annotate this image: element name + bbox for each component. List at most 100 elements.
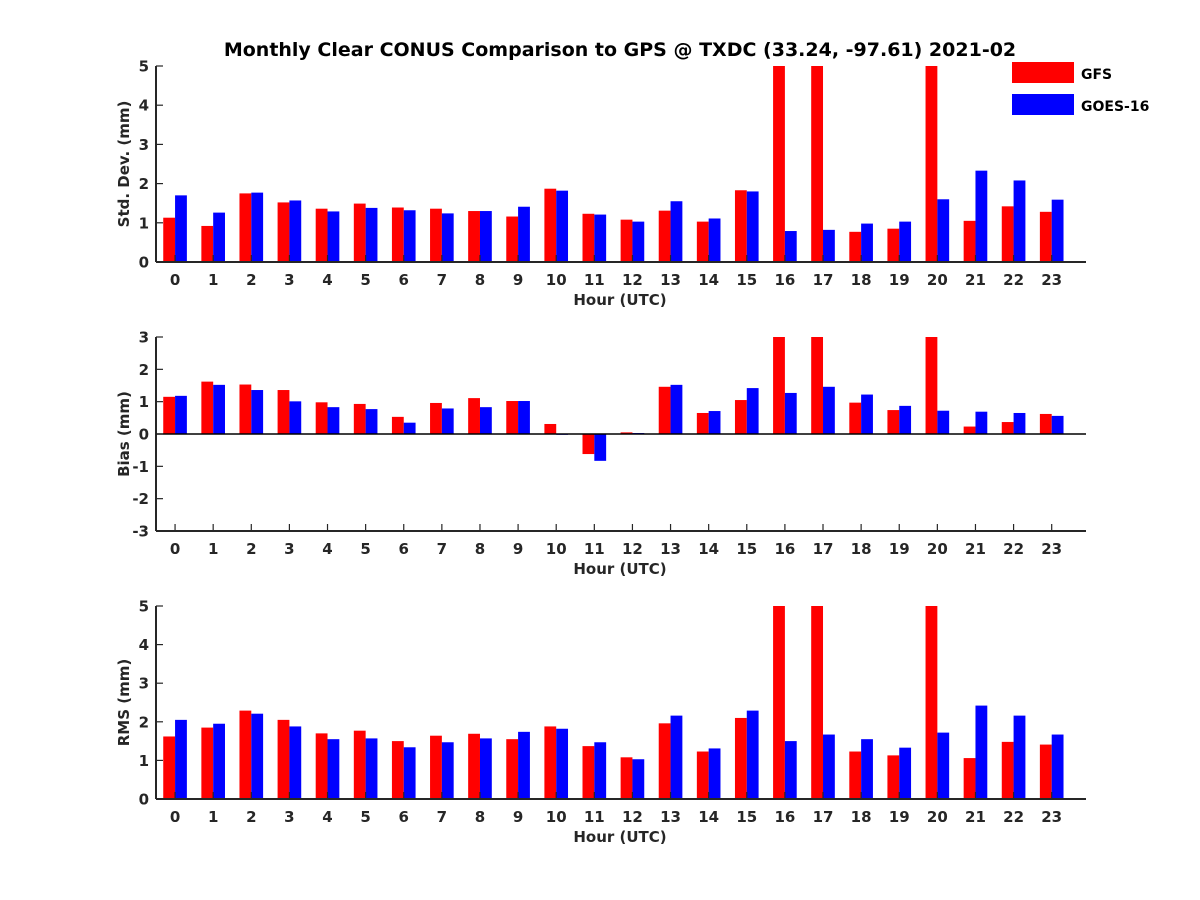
- bar-rms-gfs-0: [163, 736, 176, 799]
- x-tick-label-std-20: 20: [927, 271, 948, 289]
- bar-bias-gfs-2: [239, 384, 252, 434]
- bar-bias-goes16-1: [213, 384, 225, 434]
- y-tick-label-bias-0: 0: [139, 426, 149, 444]
- bar-rms-gfs-5: [353, 730, 366, 799]
- bar-std-goes16-12: [632, 221, 645, 262]
- bar-std-goes16-14: [708, 218, 721, 262]
- y-tick-label-rms-0: 0: [139, 791, 149, 809]
- bar-bias-gfs-7: [430, 402, 442, 434]
- x-tick-label-rms-6: 6: [399, 808, 409, 826]
- bar-rms-goes16-12: [632, 759, 645, 799]
- x-tick-label-rms-19: 19: [889, 808, 910, 826]
- x-tick-label-rms-20: 20: [927, 808, 948, 826]
- x-tick-label-rms-23: 23: [1041, 808, 1062, 826]
- bar-rms-gfs-18: [849, 751, 862, 799]
- x-tick-label-rms-7: 7: [437, 808, 447, 826]
- x-axis-label-rms: Hour (UTC): [573, 828, 666, 846]
- y-tick-label-bias-3: 3: [139, 329, 149, 347]
- bar-bias-goes16-3: [289, 401, 302, 434]
- bar-rms-goes16-2: [251, 713, 264, 799]
- bar-std-goes16-9: [518, 206, 530, 262]
- bar-bias-goes16-14: [708, 411, 721, 434]
- y-tick-label-rms-4: 4: [139, 636, 149, 654]
- bar-bias-goes16-15: [746, 388, 759, 434]
- x-tick-label-bias-8: 8: [475, 540, 485, 558]
- x-tick-label-bias-13: 13: [660, 540, 681, 558]
- bar-rms-goes16-17: [823, 734, 835, 799]
- x-tick-label-bias-10: 10: [546, 540, 567, 558]
- x-tick-label-bias-15: 15: [736, 540, 757, 558]
- x-tick-label-bias-6: 6: [399, 540, 409, 558]
- x-tick-label-rms-18: 18: [851, 808, 872, 826]
- bar-rms-gfs-7: [430, 735, 442, 799]
- y-tick-label-std-4: 4: [139, 97, 149, 115]
- bar-std-gfs-11: [582, 213, 595, 262]
- bar-bias-goes16-13: [670, 384, 683, 434]
- bar-std-gfs-17: [811, 66, 824, 262]
- bar-bias-gfs-1: [201, 381, 214, 434]
- bar-std-gfs-15: [734, 190, 747, 262]
- legend-label-gfs: GFS: [1081, 67, 1112, 83]
- x-tick-label-std-7: 7: [437, 271, 447, 289]
- bar-std-gfs-13: [658, 210, 671, 262]
- x-tick-label-bias-3: 3: [284, 540, 294, 558]
- bar-rms-gfs-9: [506, 739, 519, 799]
- x-axis-label-bias: Hour (UTC): [573, 560, 666, 578]
- bar-bias-gfs-19: [887, 410, 900, 434]
- x-tick-label-rms-17: 17: [813, 808, 834, 826]
- x-tick-label-std-10: 10: [546, 271, 567, 289]
- bar-std-gfs-22: [1001, 206, 1014, 262]
- x-tick-label-std-13: 13: [660, 271, 681, 289]
- bar-rms-gfs-14: [696, 751, 709, 799]
- bar-bias-goes16-5: [365, 409, 378, 434]
- bar-bias-gfs-10: [544, 423, 557, 434]
- bar-bias-gfs-4: [315, 402, 328, 434]
- bar-bias-gfs-5: [353, 403, 366, 434]
- bar-bias-goes16-8: [479, 407, 492, 434]
- bar-rms-gfs-22: [1001, 741, 1014, 799]
- bar-bias-gfs-6: [391, 416, 404, 434]
- y-tick-label-bias--2: -2: [132, 490, 149, 508]
- bar-bias-goes16-2: [251, 390, 264, 434]
- bar-std-gfs-18: [849, 231, 862, 262]
- bar-std-gfs-2: [239, 193, 252, 262]
- bar-std-gfs-5: [353, 203, 366, 262]
- bar-std-gfs-19: [887, 228, 900, 262]
- bar-rms-goes16-3: [289, 726, 302, 799]
- bar-std-goes16-22: [1013, 180, 1026, 262]
- y-tick-label-std-5: 5: [139, 58, 149, 76]
- x-tick-label-rms-11: 11: [584, 808, 605, 826]
- x-tick-label-rms-21: 21: [965, 808, 986, 826]
- bar-std-goes16-3: [289, 200, 302, 262]
- x-tick-label-bias-20: 20: [927, 540, 948, 558]
- bar-bias-gfs-15: [734, 400, 747, 434]
- x-tick-label-bias-2: 2: [246, 540, 256, 558]
- bar-std-gfs-10: [544, 188, 557, 262]
- bar-rms-goes16-18: [861, 739, 873, 799]
- x-tick-label-bias-23: 23: [1041, 540, 1062, 558]
- bar-rms-goes16-14: [708, 748, 721, 799]
- x-tick-label-bias-14: 14: [698, 540, 719, 558]
- bar-rms-gfs-4: [315, 733, 328, 799]
- y-tick-label-rms-2: 2: [139, 713, 149, 731]
- bar-rms-gfs-8: [468, 733, 480, 799]
- bar-std-goes16-18: [861, 223, 873, 262]
- bar-rms-goes16-1: [213, 723, 225, 799]
- y-axis-label-bias: Bias (mm): [115, 391, 133, 477]
- x-tick-label-bias-12: 12: [622, 540, 643, 558]
- bar-rms-goes16-23: [1051, 734, 1064, 799]
- legend-swatch-goes16: [1012, 94, 1074, 115]
- x-tick-label-rms-16: 16: [774, 808, 795, 826]
- bar-bias-goes16-4: [327, 407, 340, 434]
- bar-std-goes16-11: [594, 214, 607, 262]
- bar-bias-goes16-20: [937, 410, 950, 434]
- bar-rms-goes16-6: [403, 747, 416, 799]
- x-tick-label-std-1: 1: [208, 271, 218, 289]
- bar-rms-goes16-8: [479, 738, 492, 799]
- bar-bias-goes16-7: [441, 408, 454, 434]
- bar-std-gfs-9: [506, 216, 519, 262]
- legend: GFS GOES-16: [1012, 62, 1149, 115]
- x-tick-label-std-0: 0: [170, 271, 180, 289]
- x-tick-label-std-4: 4: [322, 271, 332, 289]
